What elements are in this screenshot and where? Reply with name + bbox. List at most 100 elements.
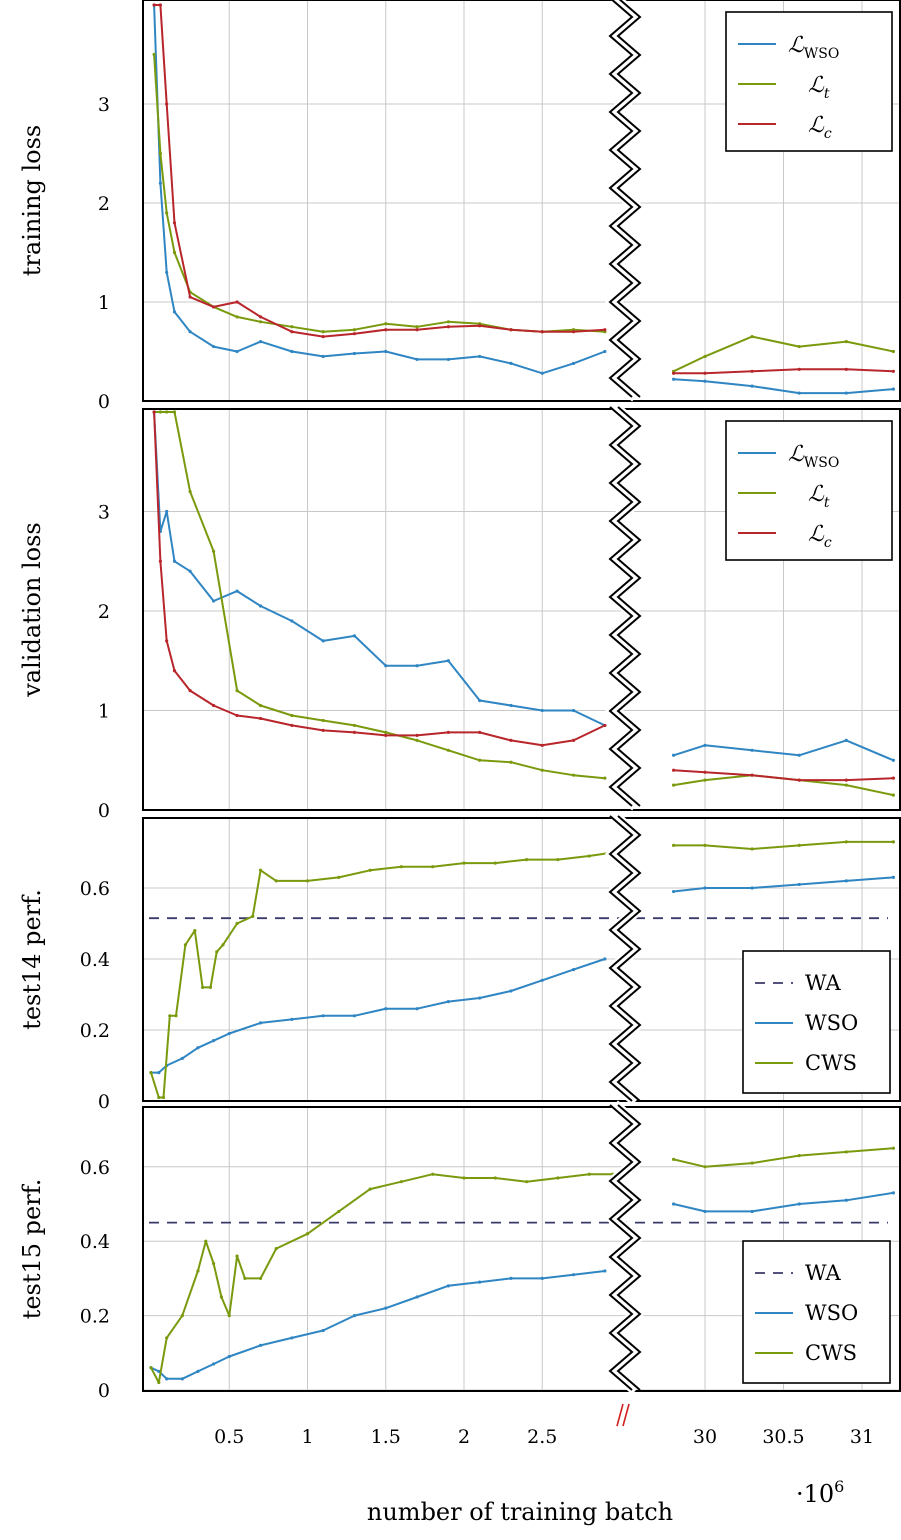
data-point [158, 3, 162, 7]
data-point [797, 753, 801, 757]
data-point [750, 369, 754, 373]
data-point [180, 1314, 184, 1318]
data-point [540, 708, 544, 713]
axis-break-mask [604, 1100, 646, 1395]
data-point [212, 1261, 216, 1266]
data-point [509, 760, 513, 764]
y-tick-label: 3 [98, 94, 110, 116]
data-point [235, 300, 239, 304]
data-point [672, 783, 676, 787]
data-point [797, 843, 801, 848]
series-wso-line [673, 1191, 894, 1213]
data-point [290, 349, 294, 354]
y-tick-label: 3 [98, 502, 110, 524]
series-wso-line [153, 411, 606, 727]
data-point [672, 371, 676, 375]
data-point [587, 854, 591, 858]
data-point [462, 1176, 466, 1180]
data-point [478, 698, 482, 703]
data-point [152, 52, 156, 57]
data-point [891, 840, 896, 844]
data-point [478, 354, 482, 359]
data-point [384, 322, 388, 326]
data-point [603, 1269, 607, 1273]
panel-3: 0 0.2 0.4 0.6 test14 perf. WA WSO CWS [18, 811, 901, 1113]
data-point [384, 328, 388, 332]
x-tick-label: 30 [693, 1426, 717, 1448]
data-point [227, 1314, 231, 1318]
data-point [703, 1209, 707, 1214]
data-point [797, 1202, 801, 1206]
data-point [844, 783, 848, 787]
legend-item: WA [755, 1261, 842, 1285]
data-point [290, 713, 294, 718]
y-tick-label: 0 [98, 1380, 110, 1402]
y-tick-label: 1 [98, 292, 110, 314]
panel-frame [142, 1106, 901, 1392]
data-point [212, 1039, 216, 1043]
legend-label-subscript: t [824, 86, 830, 102]
data-point [212, 703, 216, 708]
data-point [703, 743, 707, 747]
data-point [750, 384, 754, 388]
data-point [193, 929, 197, 933]
data-point [603, 349, 607, 354]
data-point [844, 391, 848, 395]
legend-box [725, 420, 893, 561]
data-point [797, 882, 801, 887]
data-point [235, 713, 239, 718]
legend-label: WSO [805, 1011, 858, 1035]
data-point [384, 730, 388, 734]
data-point [165, 639, 169, 643]
x-tick-label: 2 [458, 1426, 470, 1448]
y-tick-label: 0.2 [80, 1306, 110, 1328]
data-point [556, 858, 560, 862]
data-point [258, 868, 263, 872]
legend-item: WSO [755, 1301, 858, 1325]
data-point [797, 778, 801, 782]
data-point [149, 1366, 153, 1370]
legend-item: CWS [755, 1051, 857, 1075]
data-point [478, 730, 482, 734]
legend-label-subscript: t [824, 495, 830, 511]
data-point [165, 270, 169, 274]
legend-label: WA [805, 1261, 842, 1285]
data-point [172, 221, 177, 225]
data-point [204, 1239, 208, 1243]
x-tick-label: 2.5 [527, 1426, 557, 1448]
data-point [415, 325, 419, 329]
data-point [235, 1254, 239, 1258]
data-point [415, 733, 419, 737]
data-point [525, 1180, 529, 1184]
data-point [188, 490, 192, 494]
data-point [258, 1021, 263, 1025]
data-point [587, 1172, 591, 1176]
data-point [208, 985, 213, 990]
panel-frame [142, 408, 901, 811]
data-point [415, 357, 419, 362]
data-point [478, 996, 482, 1000]
legend-label: CWS [805, 1051, 857, 1075]
data-point [188, 330, 192, 334]
series-c-line [154, 4, 605, 338]
data-point [165, 1336, 169, 1340]
data-point [603, 328, 607, 332]
series-group [149, 840, 896, 1100]
data-point [415, 1295, 419, 1299]
data-point [290, 325, 294, 329]
data-point [157, 1380, 161, 1385]
data-point [165, 102, 169, 106]
series-wso-line [151, 958, 606, 1074]
axis-break-line [608, 0, 634, 398]
axis-break-mask [604, 811, 646, 1106]
y-tick-label: 2 [98, 601, 110, 623]
data-point [321, 354, 325, 359]
data-point [844, 738, 848, 742]
data-point [431, 865, 435, 869]
y-tick-label: 0.4 [80, 1231, 110, 1253]
data-point [161, 1095, 166, 1100]
axis-break-marker [616, 1403, 624, 1427]
y-axis-label: test15 perf. [18, 1179, 46, 1320]
data-point [258, 315, 263, 319]
